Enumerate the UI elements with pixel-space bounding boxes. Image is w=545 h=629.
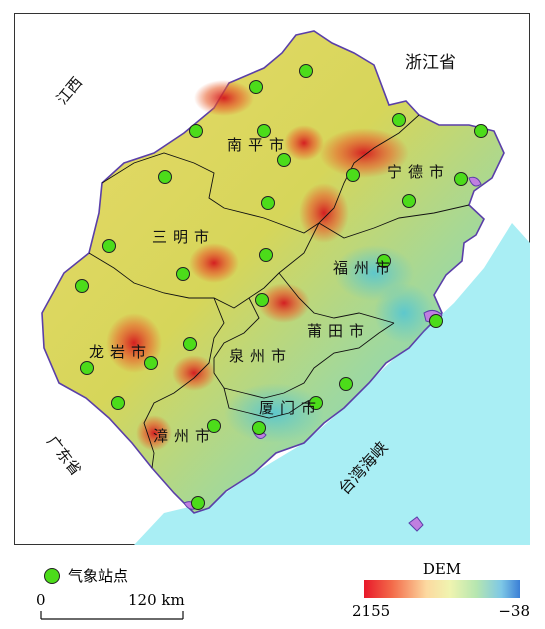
label-longyan: 龙岩市 — [89, 343, 153, 361]
station-marker-19 — [429, 314, 443, 328]
station-marker-26 — [252, 421, 266, 435]
label-nanping: 南平市 — [227, 136, 291, 154]
station-marker-4 — [257, 124, 271, 138]
dem-title: DEM — [422, 560, 462, 578]
station-marker-28 — [309, 396, 323, 410]
station-marker-icon — [44, 567, 60, 584]
label-zhejiang: 浙江省 — [405, 53, 456, 73]
station-marker-22 — [80, 361, 94, 375]
station-marker-8 — [346, 168, 360, 182]
station-marker-10 — [158, 170, 172, 184]
label-sanming: 三明市 — [152, 228, 216, 246]
station-marker-11 — [261, 196, 275, 210]
station-marker-23 — [339, 377, 353, 391]
label-putian: 莆田市 — [307, 322, 371, 340]
station-marker-2 — [249, 80, 263, 94]
label-xiamen: 厦门市 — [259, 399, 323, 417]
label-ningde: 宁德市 — [387, 163, 451, 181]
station-legend-label: 气象站点 — [68, 567, 129, 585]
station-marker-25 — [207, 419, 221, 433]
scale-distance: 120 km — [128, 591, 185, 609]
station-marker-27 — [191, 496, 205, 510]
station-marker-18 — [255, 293, 269, 307]
map-canvas — [41, 30, 530, 545]
station-marker-15 — [377, 254, 391, 268]
station-marker-1 — [299, 64, 313, 78]
dem-legend: DEM 2155 −38 — [352, 560, 530, 626]
station-marker-5 — [277, 153, 291, 167]
weather-stations — [75, 64, 488, 510]
station-marker-20 — [183, 337, 197, 351]
station-marker-14 — [259, 248, 273, 262]
label-zhangzhou: 漳州市 — [153, 427, 217, 445]
station-marker-6 — [392, 113, 406, 127]
station-marker-16 — [176, 267, 190, 281]
station-marker-9 — [454, 172, 468, 186]
city-boundaries — [88, 114, 470, 469]
sea-area — [134, 223, 530, 545]
station-marker-24 — [111, 396, 125, 410]
label-fuzhou: 福州市 — [333, 259, 397, 277]
station-marker-3 — [189, 124, 203, 138]
label-quanzhou: 泉州市 — [229, 347, 293, 365]
station-marker-13 — [102, 239, 116, 253]
dem-min-value: −38 — [498, 602, 530, 620]
station-marker-7 — [474, 124, 488, 138]
scale-zero: 0 — [36, 591, 46, 609]
station-marker-12 — [402, 194, 416, 208]
station-marker-21 — [144, 356, 158, 370]
relief-highlights — [106, 80, 434, 451]
scale-bar: 0 120 km — [36, 591, 190, 622]
station-legend: 气象站点 — [44, 565, 128, 586]
dem-max-value: 2155 — [352, 602, 391, 620]
dem-color-bar — [364, 580, 520, 598]
station-marker-17 — [75, 279, 89, 293]
